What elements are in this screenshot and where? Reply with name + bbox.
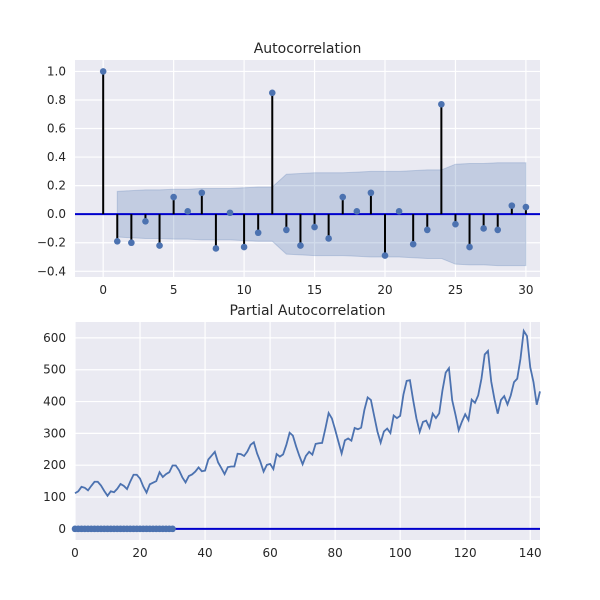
acf-marker — [170, 193, 177, 201]
pacf-series-path — [74, 328, 541, 498]
acf-marker — [311, 223, 318, 231]
acf-marker — [353, 208, 361, 215]
acf-marker — [142, 218, 149, 225]
acf-marker — [409, 240, 417, 248]
acf-title: Autocorrelation — [254, 41, 362, 57]
pacf-x-tick-label: 60 — [262, 546, 277, 560]
pacf-y-tick-label: 0 — [58, 522, 66, 536]
pacf-y-tick-label: 100 — [43, 490, 66, 504]
pacf-y-tick-label: 400 — [43, 395, 66, 409]
pacf-x-tick-label: 100 — [389, 546, 412, 560]
acf-marker — [339, 193, 347, 201]
acf-marker — [156, 242, 163, 249]
acf-y-tick-label: 0.8 — [47, 93, 66, 107]
acf-marker — [254, 229, 262, 237]
pacf-series-line — [74, 328, 541, 498]
acf-marker — [226, 209, 234, 217]
acf-plot-background — [75, 60, 540, 277]
acf-marker — [240, 243, 248, 251]
acf-x-tick-label: 25 — [448, 283, 463, 297]
acf-marker — [381, 252, 389, 259]
pacf-y-tick-labels: 0 100 200 300 400 500 600 — [43, 331, 66, 536]
acf-marker — [128, 239, 135, 247]
pacf-x-tick-label: 40 — [197, 546, 212, 560]
acf-marker — [480, 225, 487, 232]
pacf-x-tick-label: 80 — [327, 546, 342, 560]
acf-marker — [325, 235, 332, 242]
acf-x-tick-label: 20 — [377, 283, 392, 297]
acf-markers — [99, 68, 530, 259]
acf-marker — [494, 226, 502, 234]
acf-panel: 0 5 10 15 20 25 30 −0.4−0.20.00.20.40.60.81.0 … — [37, 41, 540, 297]
acf-marker — [184, 208, 192, 215]
pacf-y-tick-label: 200 — [43, 458, 66, 472]
acf-marker — [423, 226, 431, 234]
pacf-x-tick-label: 20 — [132, 546, 147, 560]
acf-x-tick-label: 5 — [170, 283, 178, 297]
acf-x-tick-label: 15 — [307, 283, 322, 297]
pacf-title: Partial Autocorrelation — [229, 303, 385, 319]
pacf-x-tick-label: 140 — [519, 546, 542, 560]
acf-x-tick-labels: 0 5 10 15 20 25 30 — [99, 283, 533, 297]
acf-marker — [297, 242, 304, 249]
acf-marker — [113, 238, 121, 245]
pacf-panel: 0 20 40 60 80 100 120 140 0 100 200 300 400 500 600 P… — [43, 303, 542, 560]
acf-y-tick-label: −0.2 — [37, 236, 66, 250]
pacf-x-tick-label: 0 — [71, 546, 79, 560]
acf-marker — [395, 208, 403, 215]
acf-marker — [198, 189, 206, 197]
acf-marker — [212, 245, 220, 252]
acf-marker — [99, 68, 107, 75]
pacf-y-tick-label: 600 — [43, 331, 66, 345]
pacf-plot-background — [75, 322, 540, 540]
acf-x-tick-label: 0 — [99, 283, 107, 297]
acf-marker — [367, 189, 375, 197]
acf-marker — [452, 220, 459, 228]
acf-y-tick-label: 1.0 — [47, 64, 66, 78]
acf-y-tick-label: 0.0 — [47, 207, 66, 221]
acf-y-tick-label: 0.2 — [47, 179, 66, 193]
acf-marker — [466, 243, 473, 251]
acf-marker — [283, 226, 290, 234]
acf-y-tick-label: −0.4 — [37, 264, 66, 278]
acf-x-tick-label: 30 — [518, 283, 533, 297]
acf-y-tick-label: 0.6 — [47, 122, 66, 136]
acf-marker — [522, 203, 530, 211]
pacf-x-tick-labels: 0 20 40 60 80 100 120 140 — [71, 546, 542, 560]
acf-x-tick-label: 10 — [236, 283, 251, 297]
acf-y-tick-labels: −0.4 −0.2 0.0 0.2 0.4 0.6 0.8 1.0 — [37, 64, 66, 278]
pacf-y-tick-label: 300 — [43, 426, 66, 440]
pacf-marker — [169, 525, 176, 533]
pacf-markers — [71, 525, 176, 533]
pacf-y-tick-label: 500 — [43, 363, 66, 377]
pacf-x-tick-label: 120 — [454, 546, 477, 560]
acf-marker — [438, 100, 445, 108]
acf-y-tick-label: 0.4 — [47, 150, 66, 164]
acf-marker — [508, 202, 516, 209]
acf-marker — [268, 89, 276, 97]
